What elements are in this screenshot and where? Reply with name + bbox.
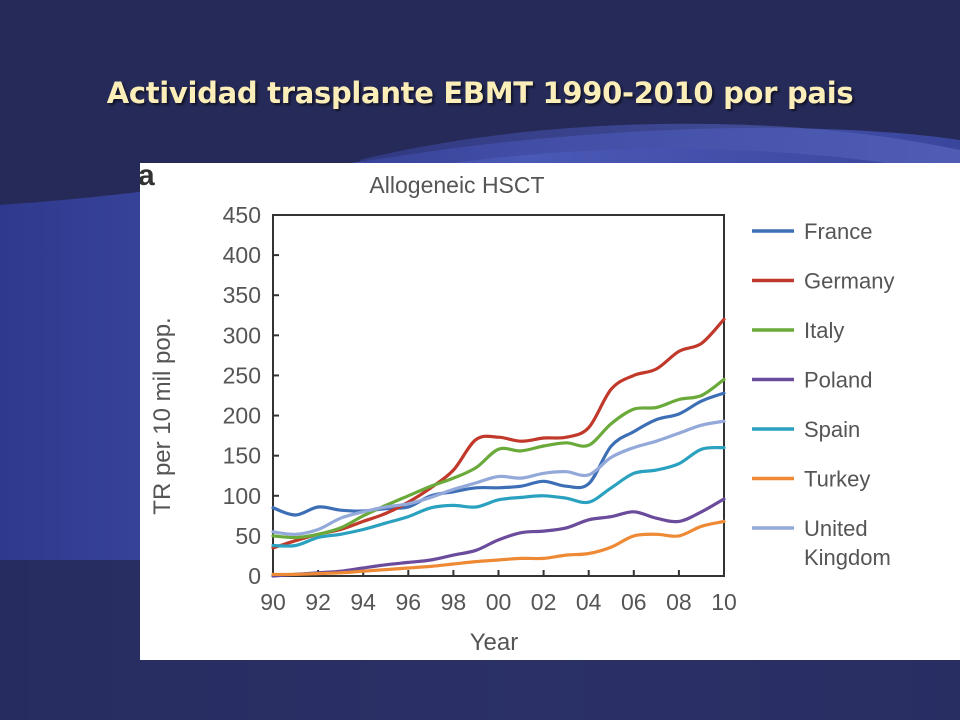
series-line-france bbox=[271, 391, 726, 517]
y-tick-label: 100 bbox=[223, 483, 261, 509]
plot-frame bbox=[272, 214, 725, 577]
series-line-germany bbox=[271, 317, 726, 550]
legend-label-france: France bbox=[804, 219, 872, 244]
x-tick-label: 10 bbox=[711, 589, 737, 615]
y-tick-label: 150 bbox=[223, 443, 261, 469]
series-line-spain bbox=[271, 445, 726, 548]
background-swoosh-highlight bbox=[360, 123, 960, 175]
x-tick-label: 98 bbox=[441, 589, 467, 615]
x-tick-label: 06 bbox=[621, 589, 647, 615]
y-tick-label: 50 bbox=[235, 523, 261, 549]
legend-label-spain: Spain bbox=[804, 417, 860, 442]
x-axis-label: Year bbox=[470, 629, 519, 656]
x-tick-label: 00 bbox=[486, 589, 512, 615]
legend-label-germany: Germany bbox=[804, 269, 894, 294]
x-tick-label: 04 bbox=[576, 589, 602, 615]
y-tick-label: 200 bbox=[223, 403, 261, 429]
x-tick-label: 02 bbox=[531, 589, 557, 615]
series-line-italy bbox=[271, 377, 726, 540]
legend-label-italy: Italy bbox=[804, 318, 844, 343]
slide-title: Actividad trasplante EBMT 1990-2010 por … bbox=[106, 76, 854, 110]
x-tick-label: 92 bbox=[305, 589, 331, 615]
chart-figure: a Allogeneic HSCT 0 50 100 150 200 250 300 350 4… bbox=[140, 163, 960, 660]
x-tick-label: 90 bbox=[260, 589, 286, 615]
x-tick-label: 08 bbox=[666, 589, 692, 615]
x-tick-label: 94 bbox=[350, 589, 376, 615]
y-tick-label: 450 bbox=[223, 202, 261, 228]
plot-area: 0 50 100 150 200 250 300 350 400 450 90 92 94 96 98 00 0… bbox=[223, 202, 737, 615]
legend: France Germany Italy Poland Spain Turkey Unite… bbox=[752, 219, 894, 570]
series-line-united-kingdom bbox=[271, 419, 726, 536]
chart-title: Allogeneic HSCT bbox=[369, 172, 544, 198]
legend-label-poland: Poland bbox=[804, 368, 873, 393]
y-tick-label: 350 bbox=[223, 282, 261, 308]
y-tick-label: 0 bbox=[248, 563, 261, 589]
legend-label-turkey: Turkey bbox=[804, 467, 870, 492]
series-line-poland bbox=[271, 497, 726, 578]
y-tick-label: 300 bbox=[223, 322, 261, 348]
series-line-turkey bbox=[271, 519, 726, 577]
y-tick-label: 400 bbox=[223, 242, 261, 268]
legend-label-united-kingdom: United Kingdom bbox=[804, 516, 891, 570]
panel-label: a bbox=[140, 163, 155, 192]
y-tick-label: 250 bbox=[223, 362, 261, 388]
line-chart: a Allogeneic HSCT 0 50 100 150 200 250 300 350 4… bbox=[140, 163, 894, 656]
y-axis-label: TR per 10 mil pop. bbox=[149, 317, 176, 514]
x-tick-label: 96 bbox=[396, 589, 422, 615]
